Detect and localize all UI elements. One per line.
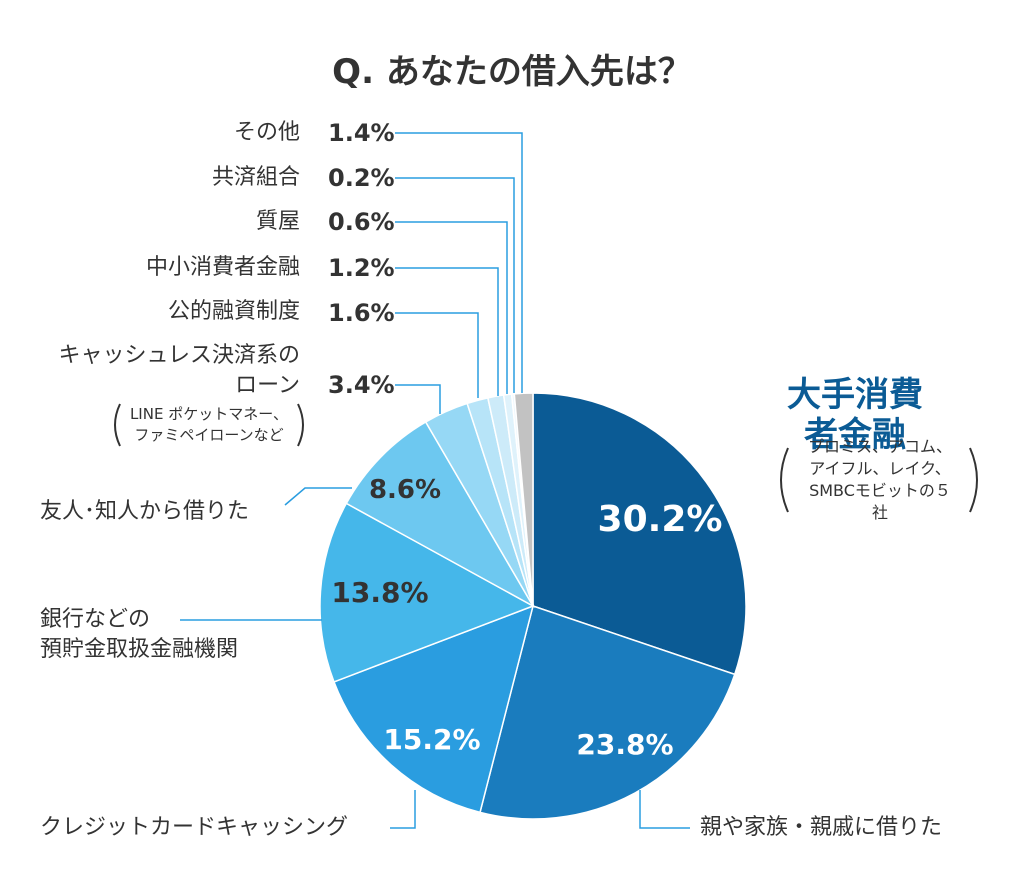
annotation: LINE ポケットマネー、 ファミペイローンなど <box>129 405 289 444</box>
category-label: クレジットカードキャッシング <box>40 815 349 840</box>
pie-slice <box>532 392 747 676</box>
leader-line <box>284 487 352 506</box>
category-label: 共済組合 <box>211 165 300 190</box>
value-label: 1.6% <box>328 299 395 327</box>
bracket <box>297 403 304 447</box>
bracket <box>114 403 121 447</box>
leader-line <box>395 177 515 393</box>
leader-line <box>395 312 479 398</box>
pie-slice <box>479 605 736 820</box>
value-label: 0.6% <box>328 208 395 236</box>
bracket <box>780 447 789 513</box>
annotation: プロミス、アコム、 アイフル、レイク、 SMBCモビットの５社 <box>808 437 953 522</box>
chart-title: Q. あなたの借入先は？ <box>332 52 692 92</box>
pie-slice <box>319 502 535 683</box>
value-label: 1.2% <box>328 254 395 282</box>
leader-line <box>390 790 416 829</box>
leader-line <box>395 267 499 396</box>
brackets <box>114 403 978 513</box>
category-label: 大手消費者金融 <box>787 375 923 455</box>
category-label: 親や家族・親戚に借りた <box>700 815 943 840</box>
pie-slice <box>345 420 536 608</box>
leader-line <box>639 790 690 829</box>
category-label: その他 <box>233 120 300 145</box>
leader-line <box>395 132 523 393</box>
bracket <box>969 447 978 513</box>
category-label: 公的融資制度 <box>167 299 300 324</box>
pie-slice <box>333 604 535 814</box>
value-label: 8.6% <box>368 475 442 505</box>
value-label: 13.8% <box>331 576 429 609</box>
value-label: 3.4% <box>328 371 395 399</box>
value-label: 15.2% <box>383 723 481 756</box>
category-label: キャッシュレス決済系の ローン <box>58 343 300 398</box>
value-label: 1.4% <box>328 119 395 147</box>
leader-line <box>395 221 508 394</box>
category-label: 質屋 <box>255 209 300 234</box>
value-label: 30.2% <box>597 499 723 540</box>
leader-line <box>395 384 441 414</box>
value-label: 23.8% <box>576 728 674 761</box>
category-label: 中小消費者金融 <box>145 255 300 280</box>
pie-slice <box>513 392 534 607</box>
value-label: 0.2% <box>328 164 395 192</box>
category-label: 銀行などの 預貯金取扱金融機関 <box>40 607 239 662</box>
category-label: 友人･知人から借りた <box>40 499 250 524</box>
